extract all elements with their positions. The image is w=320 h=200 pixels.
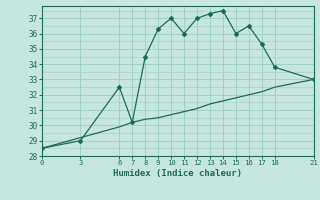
X-axis label: Humidex (Indice chaleur): Humidex (Indice chaleur) xyxy=(113,169,242,178)
